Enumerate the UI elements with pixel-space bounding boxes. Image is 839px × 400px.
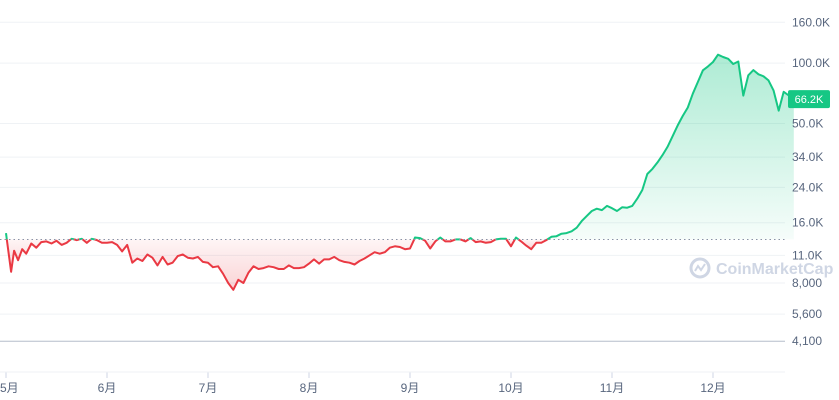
x-tick-label: 11月 xyxy=(600,381,624,395)
x-tick-label: 6月 xyxy=(98,381,117,395)
y-tick-label: 16.0K xyxy=(792,216,823,230)
price-line-up xyxy=(546,53,795,241)
y-tick-label: 11.0K xyxy=(792,248,822,262)
price-line-up xyxy=(413,236,424,241)
x-tick-label: 8月 xyxy=(300,381,319,395)
current-price-badge-bg xyxy=(788,90,830,109)
area-fill-up xyxy=(547,54,794,240)
y-tick-label: 34.0K xyxy=(792,150,823,164)
x-axis: 5月 6月 7月 8月 9月 10月 11月 12月 xyxy=(0,371,785,395)
y-tick-label: 50.0K xyxy=(792,117,823,131)
x-tick-label: 7月 xyxy=(199,381,218,395)
reference-lines xyxy=(0,238,785,342)
price-line-down xyxy=(460,238,470,243)
area-fill-down xyxy=(6,239,71,272)
price-line-down xyxy=(5,238,72,273)
coinmarketcap-logo-icon xyxy=(689,257,711,279)
price-line-up xyxy=(437,236,444,241)
price-line-down xyxy=(422,238,439,250)
y-tick-label: 24.0K xyxy=(792,180,823,194)
price-line-down xyxy=(517,238,548,251)
y-tick-label: 8,000 xyxy=(792,276,822,290)
area-fills xyxy=(6,54,794,290)
watermark-text: CoinMarketCap xyxy=(716,261,834,278)
price-line-down xyxy=(471,238,497,244)
x-tick-label: 12月 xyxy=(700,381,725,395)
watermark: CoinMarketCap xyxy=(689,257,834,279)
area-fill-down xyxy=(94,239,415,290)
price-line-down xyxy=(94,238,416,291)
current-price-badge: 66.2K xyxy=(788,90,830,109)
price-line-down xyxy=(73,238,80,242)
y-axis: 160.0K 100.0K 50.0K 34.0K 24.0K 16.0K 11.0K 8,0… xyxy=(792,15,830,348)
y-tick-label: 160.0K xyxy=(792,15,830,29)
price-line-up xyxy=(514,236,520,241)
x-tick-label: 9月 xyxy=(401,381,420,395)
current-price-label: 66.2K xyxy=(795,94,824,106)
price-line-up xyxy=(5,232,8,240)
x-tick-label: 5月 xyxy=(0,381,19,395)
price-line-up xyxy=(90,237,95,241)
y-tick-label: 100.0K xyxy=(792,56,830,70)
price-lines xyxy=(5,53,795,291)
y-tick-label: 5,600 xyxy=(792,307,822,321)
price-line-up xyxy=(495,237,508,241)
price-line-down xyxy=(505,238,516,248)
y-tick-label: 4,100 xyxy=(792,334,822,348)
x-tick-label: 10月 xyxy=(498,381,523,395)
price-line-down xyxy=(442,238,456,243)
price-line-down xyxy=(81,238,92,244)
